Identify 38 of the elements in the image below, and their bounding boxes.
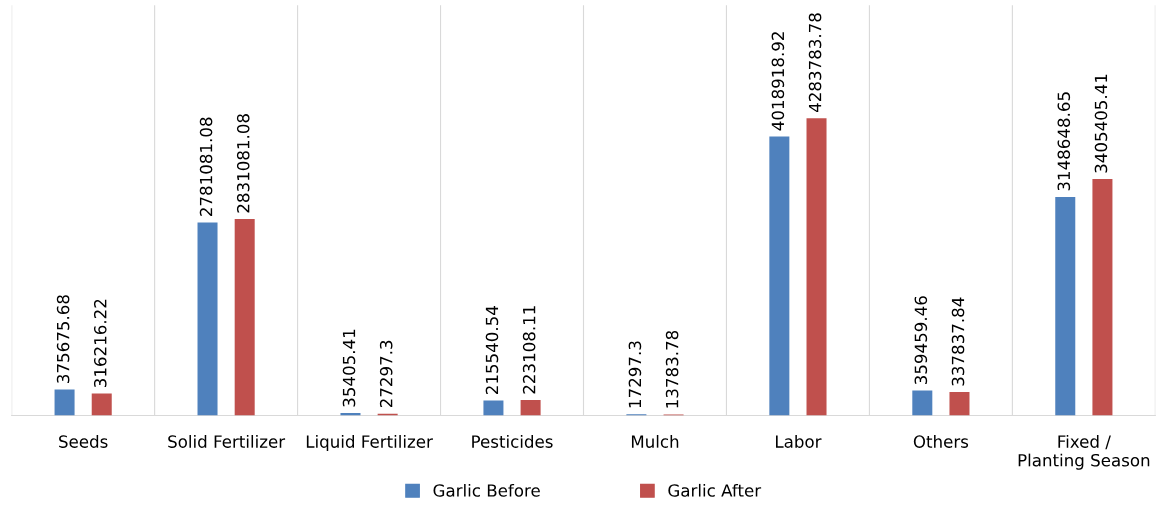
legend-label: Garlic Before: [433, 483, 540, 497]
x-tick-label: Fixed / Planting Season: [1018, 434, 1150, 470]
bar: [1092, 179, 1113, 416]
data-label: 316216.22: [93, 299, 107, 388]
data-label: 4018918.92: [771, 32, 785, 131]
x-tick-label: Labor: [776, 434, 822, 448]
bar: [520, 400, 541, 416]
x-tick-label: Liquid Fertilizer: [306, 434, 433, 452]
bar: [234, 218, 255, 416]
bar: [91, 393, 112, 416]
data-label: 35405.41: [342, 329, 356, 407]
data-label: 27297.3: [379, 340, 393, 408]
data-label: 4283783.78: [808, 13, 822, 113]
data-label: 3405405.41: [1094, 74, 1108, 173]
x-tick-label: Mulch: [631, 434, 679, 448]
legend-label: Garlic After: [668, 483, 762, 497]
x-tick-label: Solid Fertilizer: [168, 434, 286, 448]
data-label: 359459.46: [914, 296, 928, 385]
bar: [912, 390, 933, 416]
data-label: 223108.11: [522, 306, 536, 394]
data-label: 2781081.08: [199, 117, 213, 216]
bar: [769, 136, 790, 416]
data-label: 2831081.08: [236, 114, 250, 213]
bar: [806, 118, 827, 416]
bar: [197, 222, 218, 416]
bar: [483, 400, 504, 416]
bar: [949, 392, 970, 416]
x-tick-label: Others: [913, 434, 969, 448]
data-label: 215540.54: [485, 306, 499, 395]
data-label: 17297.3: [628, 341, 642, 408]
data-label: 337837.84: [951, 297, 965, 386]
x-tick-label: Pesticides: [472, 434, 553, 448]
bar: [54, 389, 75, 416]
data-label: 375675.68: [56, 295, 70, 383]
x-tick-label: Seeds: [59, 434, 108, 448]
bar: [1055, 196, 1076, 416]
data-label: 13783.78: [665, 330, 679, 408]
data-label: 3148648.65: [1057, 92, 1071, 191]
